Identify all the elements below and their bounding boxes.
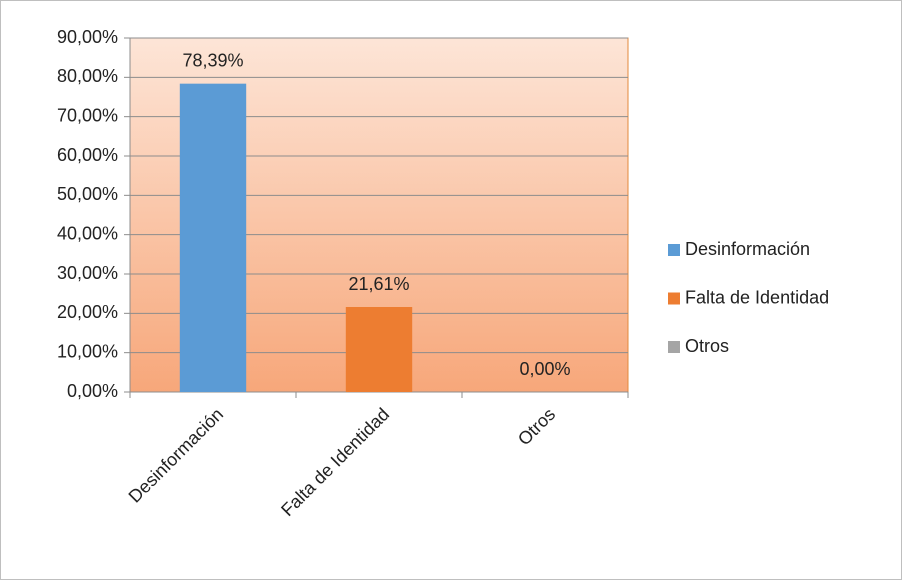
y-tick-label: 90,00% [57,27,118,47]
y-tick-label: 50,00% [57,184,118,204]
y-tick-label: 10,00% [57,341,118,361]
y-tick-label: 60,00% [57,145,118,165]
y-tick-label: 80,00% [57,66,118,86]
legend-swatch [668,341,680,353]
y-tick-label: 40,00% [57,223,118,243]
data-label: 0,00% [519,359,570,379]
data-label: 21,61% [348,274,409,294]
legend-label: Otros [685,336,729,356]
bar [179,83,247,392]
legend-label: Desinformación [685,239,810,259]
bar [345,307,413,392]
y-tick-label: 70,00% [57,105,118,125]
legend-label: Falta de Identidad [685,287,829,307]
legend-swatch [668,292,680,305]
data-label: 78,39% [182,50,243,70]
y-tick-label: 30,00% [57,263,118,283]
y-tick-label: 0,00% [67,381,118,401]
y-tick-label: 20,00% [57,302,118,322]
legend-swatch [668,244,680,256]
